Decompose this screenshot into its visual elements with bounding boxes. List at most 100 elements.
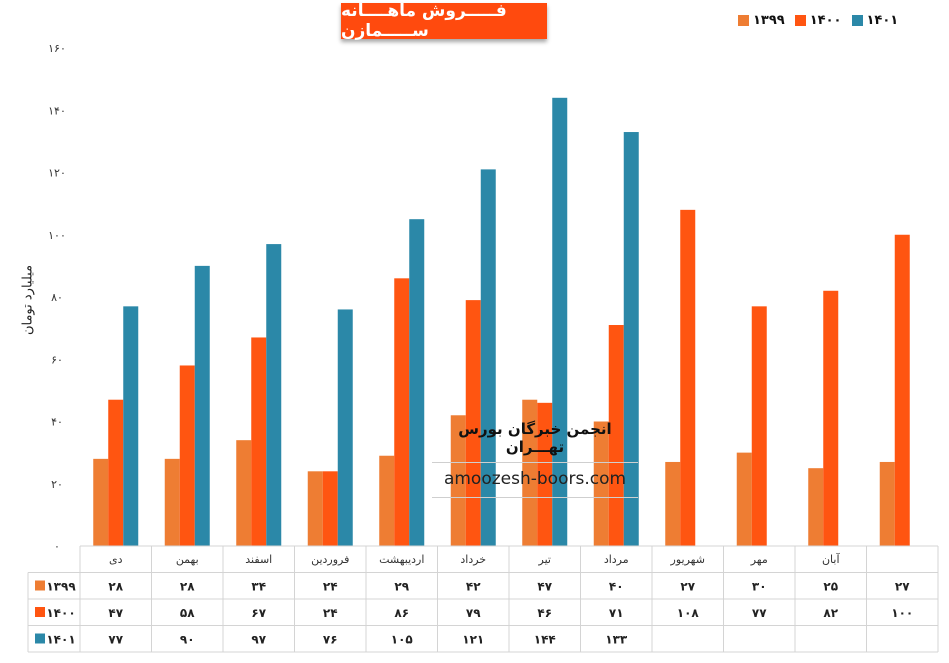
table-row-swatch-2: [35, 633, 45, 644]
category-label: شهریور: [670, 553, 705, 566]
table-row-label-0: ۱۳۹۹: [46, 580, 76, 594]
data-table-cell: ۵۸: [180, 606, 195, 620]
category-label: اردیبهشت: [379, 553, 424, 566]
bar-series-1-1: [179, 365, 195, 546]
data-table-cell: ۷۷: [752, 606, 767, 620]
y-tick-label: ۴۰: [51, 416, 63, 429]
table-row-label-2: ۱۴۰۱: [46, 633, 75, 647]
bar-series-0-8: [665, 461, 681, 546]
y-tick-label: ۰: [54, 540, 60, 553]
category-label: مرداد: [604, 553, 629, 566]
y-axis-label: میلیارد تومان: [20, 264, 36, 336]
bar-series-1-0: [108, 399, 124, 546]
bar-series-1-9: [751, 306, 767, 546]
bar-series-1-11: [894, 234, 910, 546]
bar-series-1-2: [251, 337, 267, 546]
legend-swatch-1401: [851, 15, 863, 26]
data-table-cell: ۴۰: [609, 580, 624, 594]
category-label: خرداد: [460, 553, 486, 566]
bar-series-1-3: [322, 471, 338, 546]
bar-series-2-1: [194, 265, 210, 546]
watermark-text: انجمن خبرگان بورس تهـــران: [432, 420, 638, 463]
y-tick-label: ۱۶۰: [48, 42, 66, 55]
legend-item-1401: ۱۴۰۱: [851, 13, 899, 28]
y-tick-label: ۶۰: [51, 353, 63, 366]
bar-series-1-10: [823, 290, 839, 546]
category-label: آبان: [822, 552, 840, 566]
table-row-label-1: ۱۴۰۰: [46, 606, 75, 620]
table-row-swatch-0: [35, 580, 45, 591]
legend-swatch-1399: [738, 15, 749, 26]
data-table-cell: ۱۰۸: [677, 606, 700, 620]
y-tick-label: ۱۰۰: [48, 229, 66, 242]
category-label: اسفند: [245, 553, 272, 566]
data-table-cell: ۷۶: [323, 633, 338, 647]
data-table-cell: ۴۷: [108, 606, 123, 620]
bar-series-0-9: [736, 452, 752, 546]
data-table-cell: ۲۵: [823, 580, 838, 594]
bar-series-2-3: [337, 309, 353, 546]
data-table-cell: ۴۶: [537, 606, 552, 620]
data-table-cell: ۷۱: [609, 606, 624, 620]
data-table-cell: ۲۸: [180, 580, 195, 594]
category-label: مهر: [750, 553, 768, 566]
chart-legend: ۱۳۹۹ ۱۴۰۰ ۱۴۰۱: [738, 13, 898, 28]
category-label: دی: [109, 553, 123, 566]
bar-series-2-7: [623, 132, 639, 546]
chart-title-box: فـــــروش ماهــــانه ســـــمازن: [341, 1, 547, 41]
data-table-cell: ۷۷: [108, 633, 123, 647]
bar-series-1-8: [680, 209, 696, 546]
bar-series-1-6: [537, 402, 553, 546]
bar-series-0-11: [879, 461, 895, 546]
data-table-cell: ۶۷: [251, 606, 266, 620]
data-table-cell: ۱۰۰: [891, 606, 913, 620]
data-table-cell: ۱۴۴: [534, 633, 556, 647]
bar-series-1-5: [465, 300, 481, 546]
data-table-cell: ۷۹: [466, 606, 481, 620]
data-table-cell: ۱۰۵: [391, 633, 413, 647]
bar-series-0-3: [307, 471, 323, 546]
bar-series-2-4: [409, 219, 425, 546]
data-table-cell: ۸۲: [823, 606, 838, 620]
y-tick-label: ۱۴۰: [48, 104, 66, 117]
watermark: انجمن خبرگان بورس تهـــران amoozesh-boor…: [432, 420, 638, 498]
bar-series-0-0: [93, 458, 109, 546]
data-table-cell: ۲۷: [680, 580, 695, 594]
data-table-cell: ۲۷: [895, 580, 910, 594]
data-table-cell: ۹۰: [180, 633, 195, 647]
bar-series-2-2: [266, 244, 282, 546]
bar-series-0-4: [379, 455, 395, 546]
bar-series-0-6: [522, 399, 538, 546]
data-table-cell: ۲۸: [108, 580, 123, 594]
data-table-cell: ۴۲: [466, 580, 481, 594]
legend-label-1400: ۱۴۰۰: [809, 13, 842, 28]
bar-series-0-7: [593, 421, 609, 546]
data-table-cell: ۲۴: [323, 606, 338, 620]
y-tick-label: ۲۰: [51, 478, 63, 491]
data-table-cell: ۸۶: [394, 606, 409, 620]
data-table-cell: ۴۷: [537, 580, 552, 594]
y-tick-label: ۸۰: [51, 291, 63, 304]
data-table-cell: ۳۴: [251, 580, 266, 594]
chart-title: فـــــروش ماهــــانه ســـــمازن: [341, 1, 507, 41]
data-table-cell: ۳۰: [752, 580, 767, 594]
legend-item-1399: ۱۳۹۹: [738, 13, 785, 28]
bar-series-0-5: [450, 415, 466, 546]
data-table-cell: ۹۷: [251, 633, 266, 647]
data-table-cell: ۱۲۱: [462, 633, 484, 647]
legend-swatch-1400: [794, 15, 806, 26]
bar-series-0-1: [164, 458, 180, 546]
bar-series-1-7: [608, 325, 624, 546]
category-label: تیر: [538, 553, 551, 566]
table-row-swatch-1: [35, 607, 45, 617]
bar-series-0-2: [236, 440, 252, 546]
legend-item-1400: ۱۴۰۰: [794, 13, 842, 28]
category-label: بهمن: [176, 553, 199, 566]
data-table-cell: ۱۳۳: [605, 633, 628, 647]
bar-series-2-5: [480, 169, 496, 546]
bar-series-2-0: [123, 306, 139, 546]
bar-series-1-4: [394, 278, 410, 546]
watermark-url: amoozesh-boors.com: [432, 463, 638, 498]
legend-label-1401: ۱۴۰۱: [866, 13, 899, 28]
